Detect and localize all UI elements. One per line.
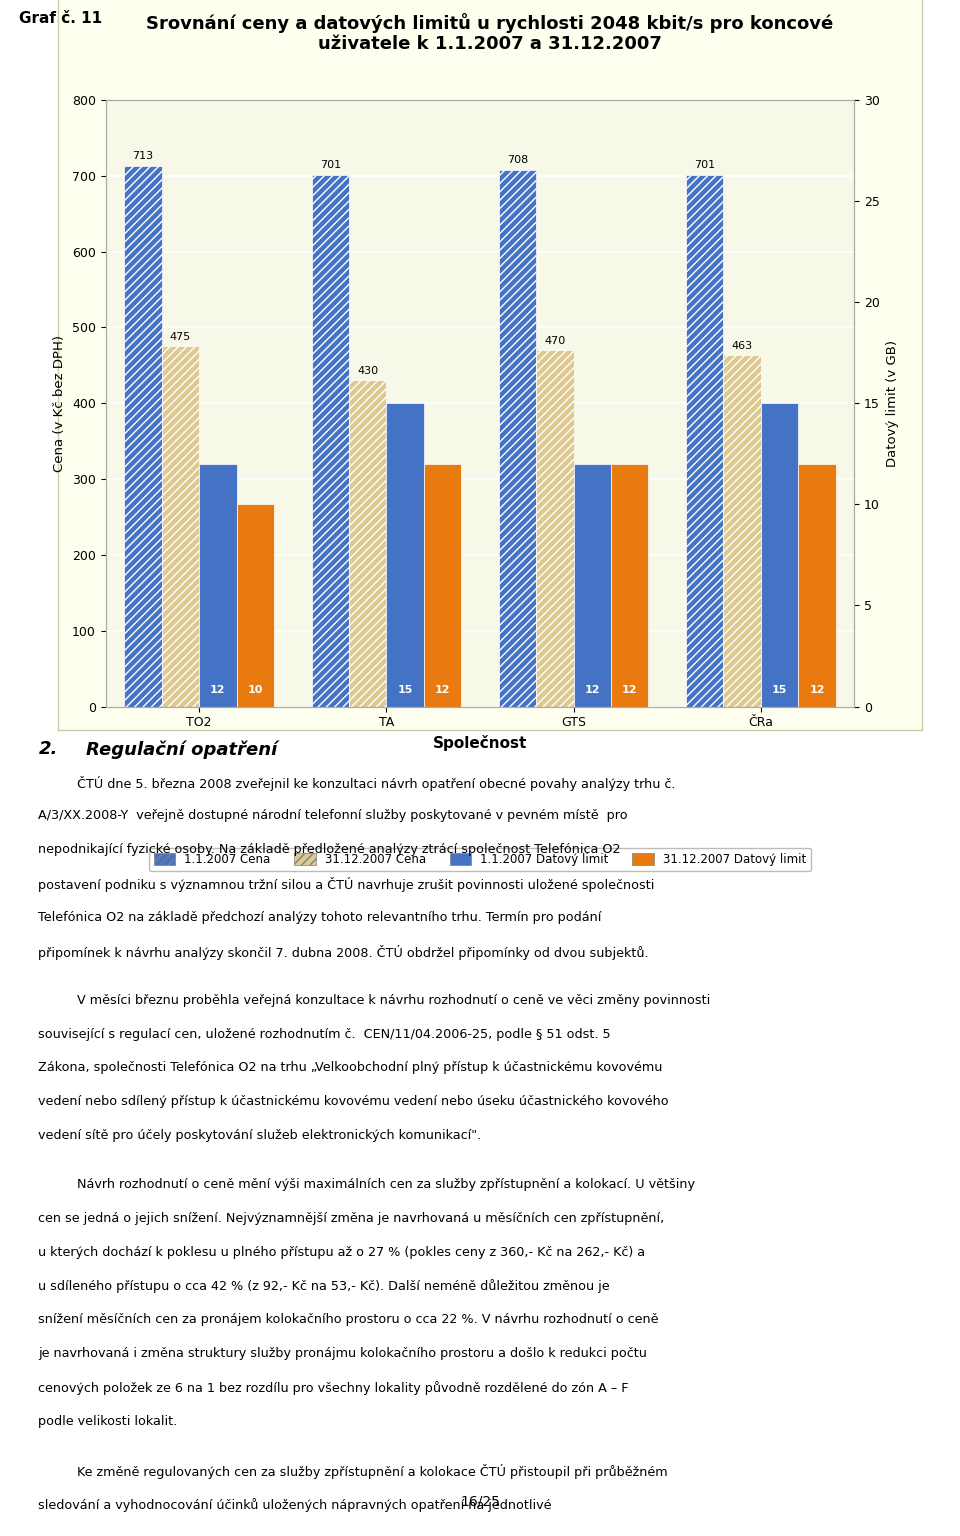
Text: 10: 10: [248, 685, 263, 696]
Bar: [236, 504, 275, 707]
Bar: [760, 402, 799, 707]
Text: Zákona, společnosti Telefónica O2 na trhu „Velkoobchodní plný přístup k účastnic: Zákona, společnosti Telefónica O2 na trh…: [38, 1061, 662, 1074]
Bar: [200, 464, 236, 707]
Text: 708: 708: [507, 155, 528, 164]
Text: 15: 15: [772, 685, 787, 696]
Text: nepodnikající fyzické osoby. Na základě předložené analýzy ztrácí společnost Tel: nepodnikající fyzické osoby. Na základě …: [38, 843, 621, 856]
Text: 12: 12: [585, 685, 600, 696]
Bar: [536, 350, 573, 707]
Bar: [611, 464, 648, 707]
Text: postavení podniku s významnou tržní silou a ČTÚ navrhuje zrušit povinnosti ulože: postavení podniku s významnou tržní silo…: [38, 877, 655, 892]
Bar: [311, 175, 349, 707]
Text: u sdíleného přístupu o cca 42 % (z 92,- Kč na 53,- Kč). Další neméně důležitou z: u sdíleného přístupu o cca 42 % (z 92,- …: [38, 1279, 610, 1293]
Text: 12: 12: [622, 685, 637, 696]
Bar: [386, 402, 423, 707]
Text: snížení měsíčních cen za pronájem kolokačního prostoru o cca 22 %. V návrhu rozh: snížení měsíčních cen za pronájem koloka…: [38, 1313, 659, 1326]
Title: Srovnání ceny a datových limitů u rychlosti 2048 kbit/s pro koncové
uživatele k : Srovnání ceny a datových limitů u rychlo…: [146, 12, 833, 54]
Text: A/3/XX.2008-Y  veřejně dostupné národní telefonní služby poskytované v pevném mí: A/3/XX.2008-Y veřejně dostupné národní t…: [38, 809, 628, 822]
Text: 12: 12: [809, 685, 825, 696]
Legend: 1.1.2007 Cena, 31.12.2007 Cena, 1.1.2007 Datový limit, 31.12.2007 Datový limit: 1.1.2007 Cena, 31.12.2007 Cena, 1.1.2007…: [149, 848, 811, 871]
Text: je navrhovaná i změna struktury služby pronájmu kolokačního prostoru a došlo k r: je navrhovaná i změna struktury služby p…: [38, 1347, 647, 1359]
Text: připomínek k návrhu analýzy skončil 7. dubna 2008. ČTÚ obdržel připomínky od dvo: připomínek k návrhu analýzy skončil 7. d…: [38, 945, 649, 960]
Y-axis label: Datový limit (v GB): Datový limit (v GB): [885, 339, 899, 467]
Text: 463: 463: [732, 341, 753, 350]
Text: 12: 12: [435, 685, 450, 696]
X-axis label: Společnost: Společnost: [433, 734, 527, 751]
Text: Ke změně regulovaných cen za služby zpřístupnění a kolokace ČTÚ přistoupil při p: Ke změně regulovaných cen za služby zpří…: [77, 1464, 667, 1479]
Text: cen se jedná o jejich snížení. Nejvýznamnější změna je navrhovaná u měsíčních ce: cen se jedná o jejich snížení. Nejvýznam…: [38, 1212, 664, 1224]
Bar: [498, 169, 536, 707]
Text: Regulační opatření: Regulační opatření: [86, 740, 277, 759]
Text: 713: 713: [132, 151, 154, 161]
Text: vedení nebo sdílený přístup k účastnickému kovovému vedení nebo úseku účastnické: vedení nebo sdílený přístup k účastnické…: [38, 1095, 669, 1107]
Text: Graf č. 11: Graf č. 11: [19, 11, 103, 26]
Bar: [723, 355, 760, 707]
Text: V měsíci březnu proběhla veřejná konzultace k návrhu rozhodnutí o ceně ve věci z: V měsíci březnu proběhla veřejná konzult…: [77, 994, 710, 1006]
Bar: [423, 464, 461, 707]
Text: 16/25: 16/25: [460, 1495, 500, 1508]
Text: 701: 701: [694, 160, 715, 170]
Text: sledování a vyhodnocování účinků uložených nápravných opatření na jednotlivé: sledování a vyhodnocování účinků uložený…: [38, 1498, 552, 1511]
Text: související s regulací cen, uložené rozhodnutím č.  CEN/11/04.2006-25, podle § 5: související s regulací cen, uložené rozh…: [38, 1028, 611, 1040]
Text: cenových položek ze 6 na 1 bez rozdílu pro všechny lokality původně rozdělené do: cenových položek ze 6 na 1 bez rozdílu p…: [38, 1381, 629, 1395]
Bar: [125, 166, 161, 707]
Text: 701: 701: [320, 160, 341, 170]
Text: 470: 470: [544, 335, 565, 346]
Text: vedení sítě pro účely poskytování služeb elektronických komunikací".: vedení sítě pro účely poskytování služeb…: [38, 1129, 482, 1141]
Text: 15: 15: [397, 685, 413, 696]
Bar: [161, 346, 200, 707]
Y-axis label: Cena (v Kč bez DPH): Cena (v Kč bez DPH): [54, 335, 66, 472]
Text: 475: 475: [170, 332, 191, 343]
Text: ČTÚ dne 5. března 2008 zveřejnil ke konzultaci návrh opatření obecné povahy anal: ČTÚ dne 5. března 2008 zveřejnil ke konz…: [77, 776, 675, 791]
Text: 2.: 2.: [38, 740, 58, 759]
Text: 430: 430: [357, 366, 378, 376]
Text: 12: 12: [210, 685, 226, 696]
Bar: [573, 464, 611, 707]
Text: podle velikosti lokalit.: podle velikosti lokalit.: [38, 1415, 178, 1427]
Text: Návrh rozhodnutí o ceně mění výši maximálních cen za služby zpřístupnění a kolok: Návrh rozhodnutí o ceně mění výši maximá…: [77, 1178, 695, 1190]
Text: Telefónica O2 na základě předchozí analýzy tohoto relevantního trhu. Termín pro : Telefónica O2 na základě předchozí analý…: [38, 911, 602, 923]
Bar: [348, 381, 386, 707]
Text: u kterých dochází k poklesu u plného přístupu až o 27 % (pokles ceny z 360,- Kč : u kterých dochází k poklesu u plného pří…: [38, 1246, 645, 1258]
Bar: [685, 175, 723, 707]
Bar: [798, 464, 835, 707]
